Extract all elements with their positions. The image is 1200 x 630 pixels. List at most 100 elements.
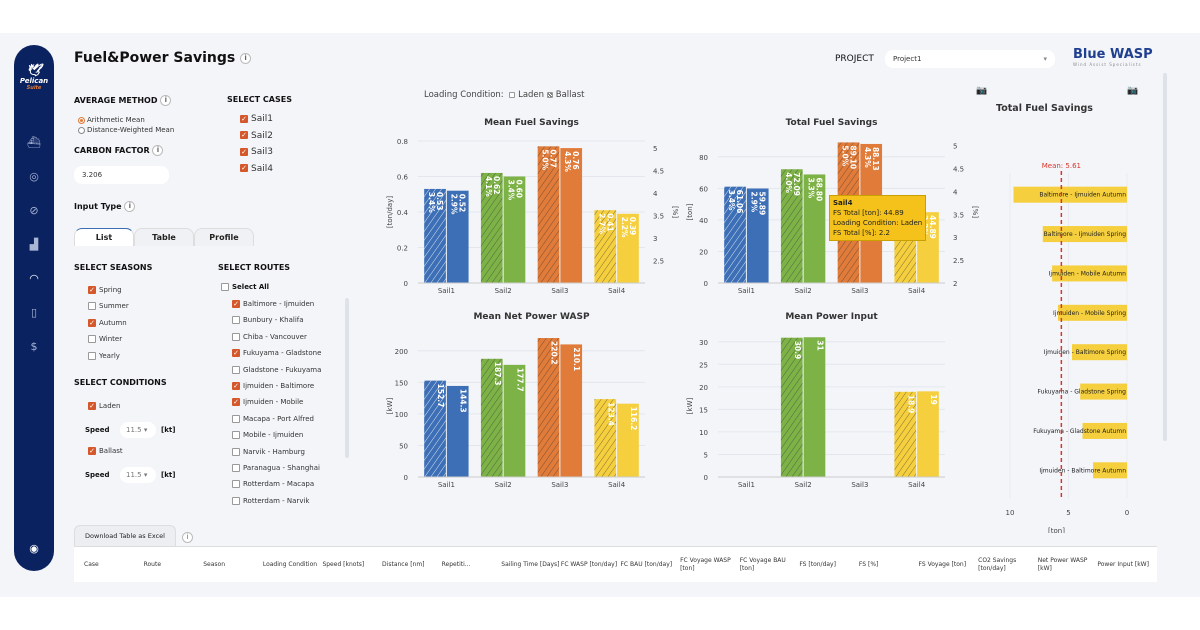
project-select[interactable]: Project1 ▾ (885, 50, 1055, 68)
checkbox[interactable] (232, 447, 240, 456)
column-header[interactable]: CO2 Savings [ton/day] (978, 556, 1017, 572)
checkbox[interactable]: ✓ (232, 398, 240, 407)
checkbox-item[interactable]: Summer (88, 298, 129, 314)
route-bar[interactable] (1080, 383, 1127, 400)
page-scrollbar[interactable] (1163, 73, 1167, 441)
column-header[interactable]: Power Input [kW] (1097, 560, 1149, 568)
column-header[interactable]: FC WASP [ton/day] (560, 560, 618, 568)
column-header[interactable]: Distance [nm] (382, 560, 425, 568)
checkbox-item[interactable]: Gladstone - Fukuyama (232, 362, 321, 378)
checkbox[interactable] (232, 365, 240, 374)
laden-checkbox[interactable]: ✓ Laden (88, 402, 121, 410)
info-icon[interactable]: i (160, 95, 172, 106)
route-bar[interactable] (1057, 304, 1127, 321)
checkbox-item[interactable]: ✓ Sail3 (240, 144, 273, 161)
checkbox[interactable]: ✓ (232, 349, 240, 358)
column-header[interactable]: Sailing Time [Days] (501, 560, 560, 568)
checkbox[interactable]: ✓ (88, 286, 96, 294)
checkbox-item[interactable]: ✓ Sail4 (240, 161, 273, 178)
checkbox[interactable] (232, 332, 240, 341)
compass-icon[interactable]: ⊘ (29, 204, 39, 217)
bar-sail4-laden[interactable] (617, 403, 639, 477)
column-header[interactable]: Repetiti... (441, 560, 471, 568)
target-icon[interactable]: ◎ (29, 170, 39, 183)
gauge-icon[interactable]: ◠ (29, 272, 39, 285)
checkbox[interactable] (232, 431, 240, 440)
checkbox-item[interactable]: ✓ Sail2 (240, 128, 273, 145)
checkbox[interactable]: ✓ (240, 147, 248, 156)
bar-sail4-ballast[interactable] (594, 399, 617, 477)
ballast-checkbox[interactable]: ✓ Ballast (88, 447, 123, 455)
bar-sail2-ballast[interactable] (780, 337, 803, 477)
checkbox[interactable]: ✓ (240, 164, 248, 172)
column-header[interactable]: FS [ton/day] (799, 560, 836, 568)
column-header[interactable]: Net Power WASP [kW] (1037, 556, 1088, 572)
info-icon[interactable]: i (124, 201, 136, 212)
bar-sail2-ballast[interactable] (480, 358, 503, 477)
camera-icon[interactable]: 📷 (976, 86, 988, 96)
bar-sail4-ballast[interactable] (894, 391, 917, 477)
select-all-checkbox[interactable]: Select All (221, 279, 269, 295)
average-method-option[interactable]: Arithmetic Mean (78, 115, 174, 125)
checkbox[interactable] (88, 335, 96, 344)
bar-sail2-laden[interactable] (803, 174, 826, 283)
column-header[interactable]: FC BAU [ton/day] (620, 560, 673, 568)
column-header[interactable]: FC Voyage WASP [ton] (680, 556, 731, 572)
checkbox[interactable]: ✓ (240, 114, 248, 123)
bar-sail2-laden[interactable] (503, 176, 526, 284)
checkbox[interactable] (88, 302, 96, 311)
bar-sail2-ballast[interactable] (480, 172, 503, 283)
checkbox-item[interactable]: Chiba - Vancouver (232, 329, 321, 345)
legend-ballast[interactable]: Ballast (555, 90, 585, 100)
checkbox[interactable]: ✓ (240, 131, 248, 139)
checkbox-item[interactable]: ✓ Ijmuiden - Mobile (232, 394, 321, 410)
checkbox[interactable] (232, 496, 240, 505)
checkbox[interactable] (232, 463, 240, 472)
collapse-icon[interactable]: ◉ (29, 542, 39, 555)
bar-sail2-laden[interactable] (503, 364, 526, 477)
column-header[interactable]: Speed [knots] (322, 560, 365, 568)
bar-sail1-laden[interactable] (446, 385, 469, 477)
checkbox[interactable] (232, 480, 240, 489)
bar-sail4-ballast[interactable] (594, 210, 617, 283)
ship-icon[interactable]: ⛴ (27, 136, 41, 149)
route-bar[interactable] (1013, 186, 1127, 203)
bar-sail1-laden[interactable] (446, 190, 469, 283)
bar-sail4-laden[interactable] (617, 213, 639, 283)
checkbox-item[interactable]: ✓ Autumn (88, 315, 129, 331)
checkbox[interactable]: ✓ (232, 300, 240, 308)
checkbox[interactable] (232, 414, 240, 423)
checkbox-item[interactable]: ✓ Baltimore - Ijmuiden (232, 296, 321, 312)
checkbox-item[interactable]: ✓ Sail1 (240, 111, 273, 128)
bar-sail3-ballast[interactable] (537, 338, 560, 477)
tab-profile[interactable]: Profile (194, 228, 254, 246)
bar-sail1-ballast[interactable] (424, 188, 446, 283)
bar-chart-icon[interactable]: ▟ (29, 238, 39, 251)
bar-sail1-ballast[interactable] (724, 186, 746, 283)
route-bar[interactable] (1042, 226, 1127, 243)
route-bar[interactable] (1093, 462, 1127, 479)
checkbox-item[interactable]: Macapa - Port Alfred (232, 411, 321, 427)
column-header[interactable]: Loading Condition (262, 560, 318, 568)
checkbox-item[interactable]: Mobile - Ijmuiden (232, 427, 321, 443)
bar-sail4-laden[interactable] (917, 391, 939, 477)
laden-speed-select[interactable]: 11.5 ▾ (120, 422, 156, 438)
checkbox-item[interactable]: Winter (88, 331, 129, 347)
bar-sail2-laden[interactable] (803, 337, 826, 477)
camera-icon[interactable]: 📷 (1127, 86, 1139, 96)
route-bar[interactable] (1072, 344, 1127, 361)
checkbox-item[interactable]: Narvik - Hamburg (232, 444, 321, 460)
radio-button[interactable] (78, 126, 85, 134)
checkbox-item[interactable]: ✓ Ijmuiden - Baltimore (232, 378, 321, 394)
checkbox-item[interactable]: Rotterdam - Macapa (232, 476, 321, 492)
carbon-factor-input[interactable]: 3.206 (74, 166, 169, 184)
bar-sail1-ballast[interactable] (424, 380, 446, 477)
column-header[interactable]: Route (143, 560, 162, 568)
checkbox[interactable]: ✓ (88, 318, 96, 327)
bar-sail3-laden[interactable] (560, 148, 583, 283)
dollar-cycle-icon[interactable]: $ (30, 340, 38, 353)
checkbox-item[interactable]: Paranagua - Shanghai (232, 460, 321, 476)
radio-button[interactable] (78, 116, 85, 124)
routes-scrollbar[interactable] (345, 298, 349, 458)
checkbox-item[interactable]: Yearly (88, 348, 129, 364)
